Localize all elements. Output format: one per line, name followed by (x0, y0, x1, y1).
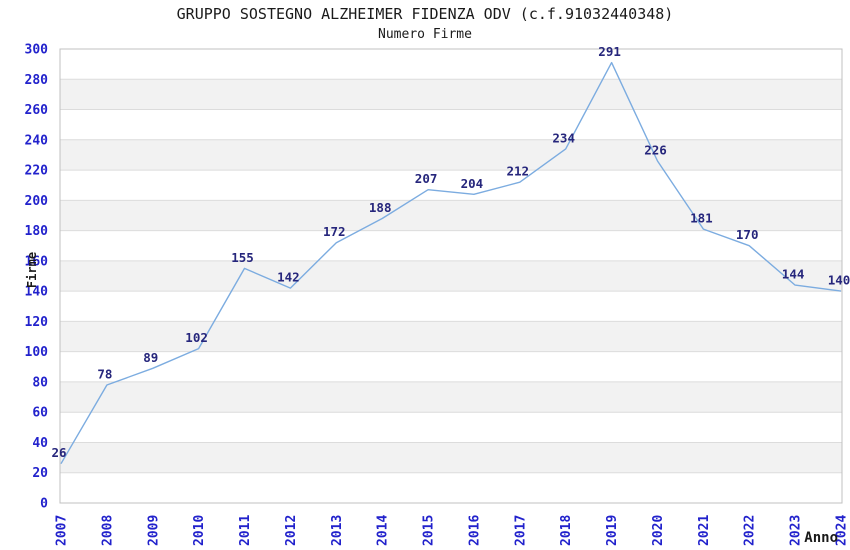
x-axis-title: Anno (804, 530, 838, 546)
point-label: 78 (97, 367, 112, 382)
y-tick-label: 280 (25, 73, 49, 88)
y-tick-label: 240 (25, 133, 49, 148)
plot-band (60, 200, 842, 231)
x-tick-label: 2010 (192, 515, 207, 546)
x-tick-label: 2023 (789, 515, 804, 546)
plot-band (60, 79, 842, 110)
y-tick-label: 40 (32, 436, 48, 451)
x-tick-label: 2021 (697, 515, 712, 546)
x-tick-label: 2022 (743, 515, 758, 546)
y-tick-label: 0 (40, 497, 48, 512)
x-tick-label: 2007 (55, 515, 70, 546)
x-tick-label: 2017 (513, 515, 528, 546)
chart-subtitle: Numero Firme (378, 27, 472, 42)
point-label: 234 (552, 130, 575, 145)
x-tick-label: 2018 (559, 515, 574, 546)
point-label: 26 (51, 445, 66, 460)
plot-band (60, 139, 842, 171)
y-tick-label: 160 (25, 254, 49, 269)
x-tick-label: 2012 (284, 515, 299, 546)
point-label: 226 (644, 143, 667, 158)
x-tick-label: 2011 (238, 515, 253, 546)
x-tick-label: 2016 (467, 515, 482, 546)
x-tick-label: 2009 (146, 515, 161, 546)
y-tick-label: 220 (25, 164, 49, 179)
point-label: 89 (143, 350, 158, 365)
point-label: 155 (231, 250, 254, 265)
point-label: 102 (185, 330, 208, 345)
point-label: 204 (461, 176, 484, 191)
y-tick-label: 300 (25, 43, 49, 58)
point-label: 181 (690, 211, 713, 226)
point-label: 140 (828, 273, 850, 288)
x-tick-label: 2020 (651, 515, 666, 546)
point-label: 291 (598, 44, 621, 59)
point-label: 170 (736, 227, 759, 242)
y-tick-label: 140 (25, 285, 49, 300)
x-tick-label: 2024 (835, 515, 850, 546)
y-tick-label: 80 (32, 375, 48, 390)
y-tick-label: 100 (25, 345, 49, 360)
x-tick-label: 2008 (100, 515, 115, 546)
y-tick-label: 120 (25, 315, 49, 330)
y-tick-label: 260 (25, 103, 49, 118)
chart-title: GRUPPO SOSTEGNO ALZHEIMER FIDENZA ODV (c… (176, 5, 674, 23)
y-tick-label: 180 (25, 224, 49, 239)
plot-band (60, 381, 842, 413)
plot-band (60, 442, 842, 473)
point-label: 212 (507, 164, 530, 179)
point-label: 172 (323, 224, 346, 239)
point-label: 142 (277, 270, 300, 285)
x-tick-label: 2014 (376, 515, 391, 546)
x-tick-label: 2013 (330, 515, 345, 546)
x-tick-label: 2019 (605, 515, 620, 546)
plot-band (60, 260, 842, 292)
x-tick-label: 2015 (422, 515, 437, 546)
point-label: 207 (415, 171, 438, 186)
point-label: 188 (369, 200, 392, 215)
y-tick-label: 20 (32, 466, 48, 481)
plot-band (60, 321, 842, 352)
plot-border (59, 48, 843, 504)
point-label: 144 (782, 267, 805, 282)
y-tick-label: 60 (32, 406, 48, 421)
y-axis-title: Firme (25, 252, 39, 288)
series-line (60, 61, 842, 465)
y-tick-label: 200 (25, 194, 49, 209)
